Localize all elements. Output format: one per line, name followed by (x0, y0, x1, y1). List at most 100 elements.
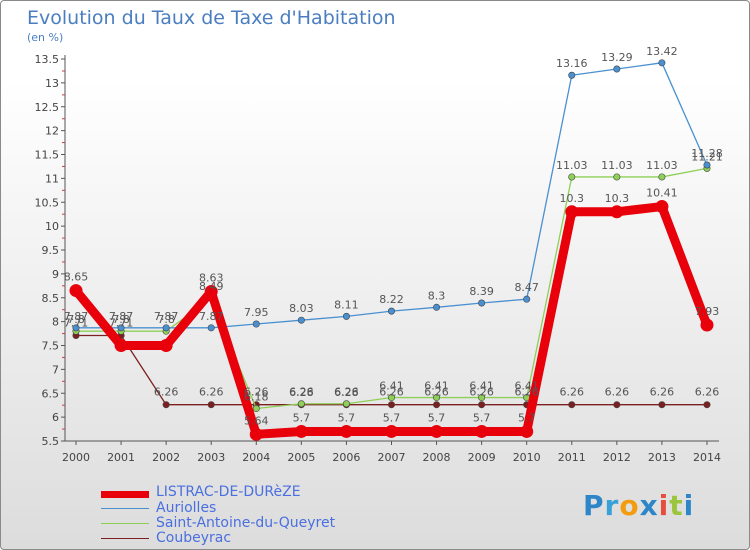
data-label: 7.95 (244, 306, 269, 319)
logo-letter: i (658, 489, 670, 522)
legend-swatch-listrac (101, 491, 149, 498)
logo-letter: P (583, 489, 605, 522)
data-label: 11.03 (556, 159, 588, 172)
logo-letter: i (683, 489, 695, 522)
data-label: 10.3 (560, 192, 585, 205)
data-label: 10.3 (605, 192, 630, 205)
logo-letter: r (604, 489, 620, 522)
data-point (658, 401, 666, 409)
data-point (430, 424, 444, 438)
data-point (162, 324, 170, 332)
proxiti-logo: Proxiti (583, 489, 694, 522)
data-label: 7.8 (112, 313, 130, 326)
data-label: 5.64 (244, 414, 269, 427)
data-label: 6.26 (560, 386, 585, 399)
y-tick-label: 8 (52, 316, 59, 329)
x-tick-label: 2007 (377, 451, 405, 464)
logo-letter: o (619, 489, 640, 522)
data-label: 6.26 (289, 386, 314, 399)
data-point (294, 424, 308, 438)
data-point (387, 401, 395, 409)
data-label: 8.47 (514, 281, 539, 294)
data-label: 8.49 (199, 280, 224, 293)
data-label: 6.41 (469, 380, 494, 393)
chart-title: Evolution du Taux de Taxe d'Habitation (27, 7, 396, 29)
y-tick-label: 5.5 (42, 435, 60, 448)
data-label: 5.7 (428, 411, 446, 424)
data-point (249, 427, 263, 441)
data-point (655, 200, 669, 214)
data-point (478, 299, 486, 307)
data-label: 11.28 (691, 147, 723, 160)
data-label: 7.87 (109, 310, 134, 323)
data-label: 7.87 (199, 310, 224, 323)
x-tick-label: 2008 (423, 451, 451, 464)
data-point (384, 424, 398, 438)
data-label: 6.26 (199, 386, 224, 399)
x-tick-label: 2004 (242, 451, 270, 464)
data-label: 10.41 (646, 187, 678, 200)
data-label: 5.7 (473, 411, 491, 424)
x-tick-label: 2006 (332, 451, 360, 464)
legend-swatch-saint-antoine (101, 523, 149, 524)
x-tick-label: 2011 (558, 451, 586, 464)
y-tick-label: 12.5 (35, 101, 60, 114)
x-tick-label: 2010 (513, 451, 541, 464)
y-tick-label: 9 (52, 268, 59, 281)
data-label: 5.7 (383, 411, 401, 424)
data-point (475, 424, 489, 438)
x-tick-label: 2014 (693, 451, 721, 464)
y-tick-label: 9.5 (42, 244, 60, 257)
data-label: 11.03 (646, 159, 678, 172)
y-tick-label: 13.5 (35, 53, 60, 66)
data-point (117, 324, 125, 332)
data-point (339, 424, 353, 438)
data-label: 6.26 (650, 386, 675, 399)
data-point (520, 424, 534, 438)
data-label: 6.41 (424, 380, 449, 393)
data-point (252, 405, 260, 413)
x-tick-label: 2013 (648, 451, 676, 464)
data-point (613, 401, 621, 409)
data-label: 6.26 (379, 386, 404, 399)
data-label: 6.26 (514, 386, 539, 399)
data-point (613, 173, 621, 181)
x-tick-label: 2012 (603, 451, 631, 464)
data-point (565, 205, 579, 219)
data-label: 6.26 (695, 386, 720, 399)
data-point (568, 173, 576, 181)
data-label: 6.18 (244, 391, 269, 404)
data-point (387, 394, 395, 402)
y-tick-label: 8.5 (42, 292, 60, 305)
data-point (478, 401, 486, 409)
data-point (610, 205, 624, 219)
y-tick-label: 6.5 (42, 387, 60, 400)
data-point (72, 324, 80, 332)
data-point (658, 59, 666, 67)
data-label: 8.22 (379, 293, 404, 306)
data-point (207, 401, 215, 409)
data-point (207, 324, 215, 332)
data-point (478, 394, 486, 402)
data-label: 6.26 (469, 386, 494, 399)
y-tick-label: 10.5 (35, 196, 60, 209)
data-label: 7.71 (109, 316, 134, 329)
logo-letter: t (669, 489, 684, 522)
data-point (69, 284, 83, 298)
legend-label-coubeyrac: Coubeyrac (156, 530, 232, 546)
data-label: 8.03 (289, 302, 314, 315)
data-label: 7.71 (64, 316, 89, 329)
data-point (523, 295, 531, 303)
data-point (433, 394, 441, 402)
data-label: 7.87 (64, 310, 89, 323)
data-point (114, 339, 128, 352)
data-point (703, 401, 711, 409)
data-label: 8.3 (428, 289, 446, 302)
data-point (297, 400, 305, 408)
y-tick-label: 6 (52, 411, 59, 424)
data-label: 5.7 (338, 411, 356, 424)
x-tick-label: 2000 (62, 451, 90, 464)
data-label: 6.26 (334, 386, 359, 399)
x-tick-label: 2002 (152, 451, 180, 464)
data-point (387, 307, 395, 315)
